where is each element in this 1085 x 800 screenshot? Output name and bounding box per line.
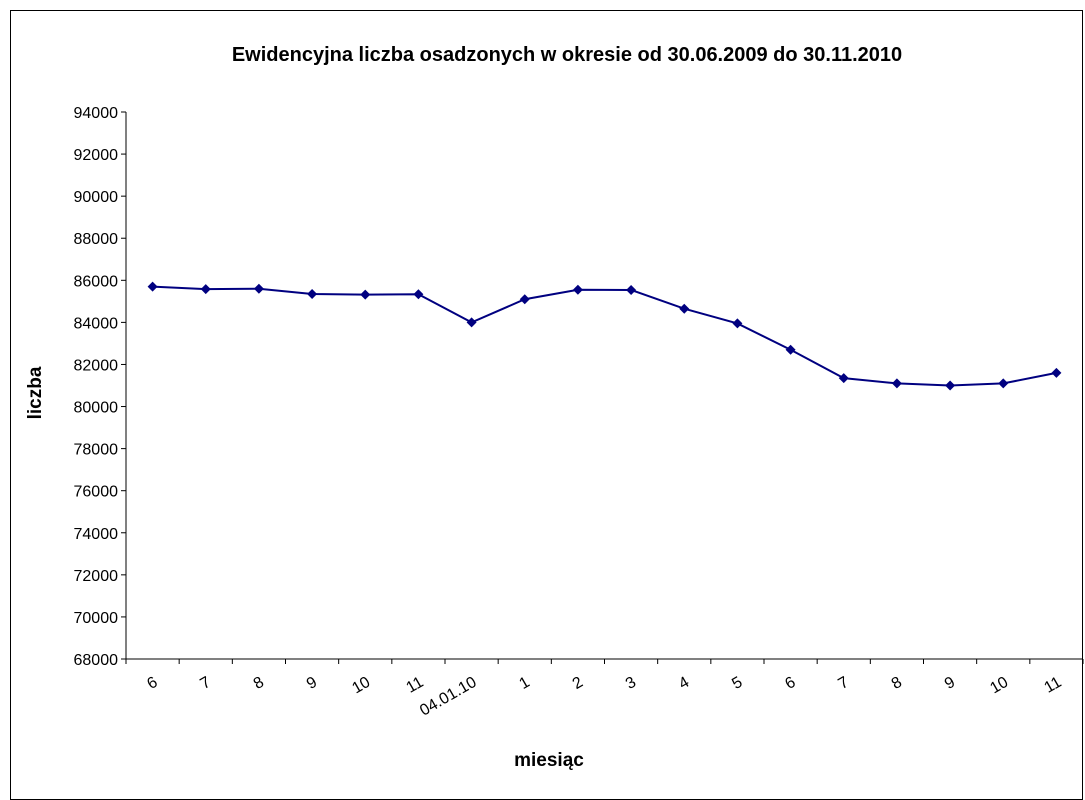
data-point-marker [147,281,158,292]
x-tick-label: 1 [517,674,533,693]
data-point-marker [253,283,264,294]
x-tick-label: 10 [987,674,1011,698]
y-axis-title: liczba [25,366,46,419]
series-line [152,285,1057,387]
x-tick-label: 9 [304,674,320,693]
chart-title: Ewidencyjna liczba osadzonych w okresie … [232,44,902,66]
x-tick-label: 04.01.10 [417,674,480,720]
y-tick-label: 74000 [74,526,119,543]
data-point-marker [945,380,956,391]
data-point-marker [413,289,424,300]
x-axis-title: miesiąc [514,750,584,771]
data-point-marker [572,284,583,295]
y-tick-label: 68000 [74,652,119,669]
y-tick-label: 76000 [74,484,119,501]
y-tick-label: 82000 [74,357,119,374]
y-tick-label: 80000 [74,400,119,417]
data-point-marker [360,289,371,300]
y-ticks: 68000 70000 72000 74000 76000 78000 80000 82000… [74,105,126,669]
y-tick-label: 94000 [74,105,119,122]
data-point-marker [307,288,318,299]
data-point-marker [785,344,796,355]
y-tick-label: 90000 [74,189,119,206]
x-tick-label: 9 [942,674,958,693]
x-tick-label: 11 [404,674,427,697]
y-tick-label: 86000 [74,273,119,290]
x-tick-label: 5 [729,674,745,693]
x-tick-label: 4 [676,674,692,693]
x-tick-label: 7 [836,674,852,693]
x-tick-label: 8 [889,674,905,693]
data-point-marker [200,284,211,295]
x-tick-label: 11 [1042,674,1065,697]
data-point-marker [679,303,690,314]
y-tick-label: 92000 [74,147,119,164]
data-point-marker [1051,367,1062,378]
y-tick-label: 70000 [74,610,119,627]
x-tick-label: 2 [570,674,586,693]
data-point-marker [732,318,743,329]
data-point-marker [626,284,637,295]
y-tick-label: 78000 [74,442,119,459]
series [147,281,1062,391]
x-tick-label: 3 [623,674,639,693]
data-point-marker [466,317,477,328]
x-tick-label: 8 [251,674,267,693]
x-tick-label: 6 [144,674,160,693]
y-tick-label: 84000 [74,315,119,332]
y-tick-label: 88000 [74,231,119,248]
y-tick-label: 72000 [74,568,119,585]
x-tick-label: 6 [782,674,798,693]
chart-frame [10,10,1083,800]
x-tick-label: 10 [349,674,373,698]
data-point-marker [891,378,902,389]
data-point-marker [998,378,1009,389]
data-point-marker [519,294,530,305]
data-point-marker [838,373,849,384]
x-tick-label: 7 [198,674,214,693]
